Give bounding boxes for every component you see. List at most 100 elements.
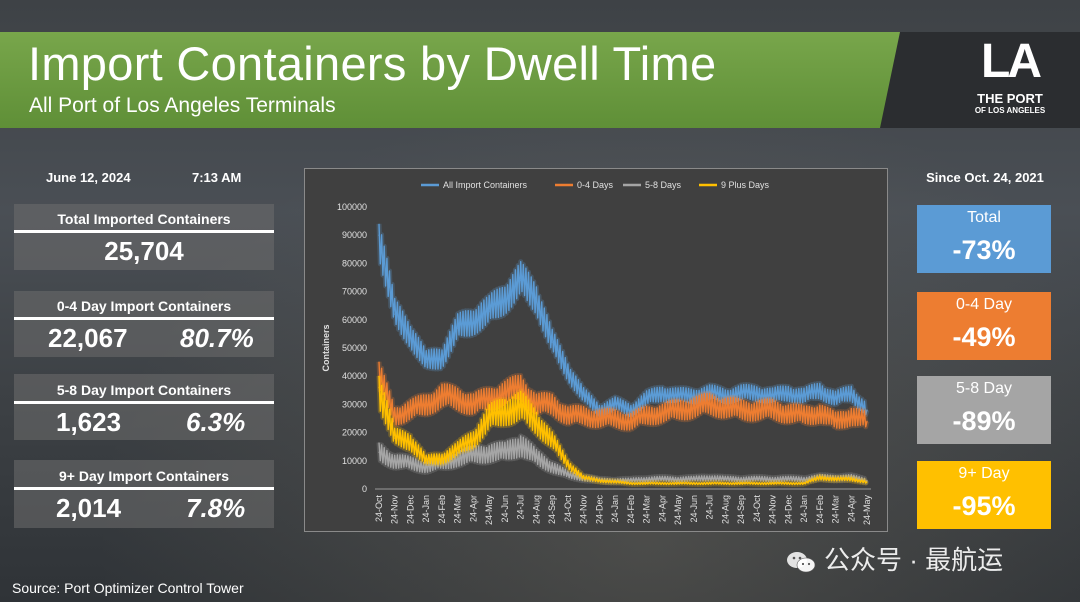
series-point: [866, 409, 868, 411]
source-note: Source: Port Optimizer Control Tower: [12, 580, 244, 596]
series-point: [693, 478, 695, 480]
series-point: [866, 481, 868, 483]
series-point: [456, 457, 459, 459]
series-point: [519, 443, 522, 445]
divider: [14, 317, 274, 320]
series-point: [504, 409, 506, 411]
series-point: [393, 437, 396, 440]
x-tick-label: 24-Jun: [689, 495, 699, 523]
x-tick-label: 24-Nov: [390, 495, 400, 525]
x-tick-label: 24-Nov: [768, 495, 778, 525]
legend-label: 5-8 Days: [645, 180, 682, 190]
x-tick-label: 24-Feb: [626, 495, 636, 524]
series-point: [582, 414, 585, 417]
series-point: [519, 279, 522, 282]
series-point: [567, 474, 569, 476]
series-point: [661, 392, 664, 394]
series-point: [693, 395, 695, 397]
title-banner: [0, 32, 930, 128]
series-point: [740, 392, 742, 394]
kpi-label: 5-8 Day: [955, 380, 1013, 397]
x-tick-label: 24-Apr: [468, 495, 478, 522]
series-point: [787, 478, 790, 480]
kpi-card-2: 5-8 Day -89%: [917, 376, 1051, 444]
kpi-value: -73%: [952, 235, 1016, 265]
series-point: [771, 482, 774, 485]
series-point: [504, 392, 506, 394]
series-point: [535, 403, 538, 406]
x-tick-label: 24-Jan: [799, 495, 809, 523]
series-point: [803, 482, 805, 485]
x-tick-label: 24-Apr: [846, 495, 856, 522]
x-tick-label: 24-May: [673, 495, 683, 526]
d58-panel: 5-8 Day Import Containers 1,623 6.3%: [14, 374, 274, 440]
d58-label: 5-8 Day Import Containers: [56, 382, 232, 398]
series-point: [787, 392, 790, 394]
x-tick-label: 24-Dec: [405, 495, 415, 525]
y-tick-label: 80000: [342, 258, 367, 268]
x-tick-label: 24-Jan: [610, 495, 620, 523]
x-tick-label: 24-Mar: [642, 495, 652, 524]
series-point: [378, 451, 380, 454]
x-tick-label: 24-Mar: [831, 495, 841, 524]
kpi-card-1: 0-4 Day -49%: [917, 292, 1051, 360]
series-point: [834, 478, 837, 480]
divider: [14, 401, 274, 404]
logo-line1: THE PORT: [977, 91, 1043, 106]
logo-mark: LA: [981, 35, 1042, 88]
x-tick-label: 24-Nov: [579, 495, 589, 525]
d58-value: 1,623: [56, 407, 122, 437]
series-point: [787, 412, 790, 414]
series-point: [488, 310, 490, 313]
series-point: [724, 482, 727, 485]
x-tick-label: 24-Aug: [531, 495, 541, 524]
kpi-value: -89%: [952, 406, 1016, 436]
series-point: [724, 395, 727, 397]
series-point: [850, 478, 853, 480]
series-point: [409, 440, 412, 442]
y-tick-label: 0: [362, 484, 367, 494]
series-line: [378, 375, 868, 486]
series-point: [740, 482, 742, 485]
series-point: [756, 392, 758, 394]
page-title: Import Containers by Dwell Time: [28, 37, 717, 90]
series-point: [425, 403, 428, 406]
series-line: [378, 361, 868, 431]
x-tick-label: 24-Jun: [500, 495, 510, 523]
series-point: [834, 397, 837, 400]
series-point: [567, 462, 569, 465]
series-point: [645, 414, 648, 417]
series-point: [771, 395, 774, 397]
series-point: [441, 457, 443, 459]
x-tick-label: 24-Oct: [374, 495, 384, 523]
port-of-la-logo: LA THE PORT OF LOS ANGELES: [966, 36, 1054, 122]
series-point: [677, 409, 679, 411]
series-point: [708, 482, 711, 485]
y-tick-label: 40000: [342, 371, 367, 381]
legend-label: 0-4 Days: [577, 180, 614, 190]
y-tick-label: 90000: [342, 230, 367, 240]
x-tick-label: 24-Mar: [453, 495, 463, 524]
series-point: [614, 417, 616, 420]
divider: [14, 487, 274, 490]
series-point: [771, 478, 774, 480]
series-point: [771, 409, 774, 411]
series-point: [378, 234, 380, 236]
series-point: [472, 403, 475, 406]
y-tick-label: 20000: [342, 428, 367, 438]
report-time: 7:13 AM: [192, 170, 242, 185]
series-point: [866, 479, 868, 482]
x-tick-label: 24-Sep: [736, 495, 746, 524]
series-point: [630, 479, 632, 482]
series-point: [645, 482, 648, 485]
series-point: [535, 457, 538, 459]
series-point: [551, 403, 553, 406]
logo-line2: OF LOS ANGELES: [974, 106, 1046, 115]
series-point: [724, 406, 727, 409]
series-point: [393, 460, 396, 462]
x-tick-label: 24-Oct: [563, 495, 573, 523]
kpi-label: 0-4 Day: [955, 296, 1013, 313]
series-point: [661, 412, 664, 414]
logo-panel: [880, 32, 1080, 128]
divider: [14, 230, 274, 233]
